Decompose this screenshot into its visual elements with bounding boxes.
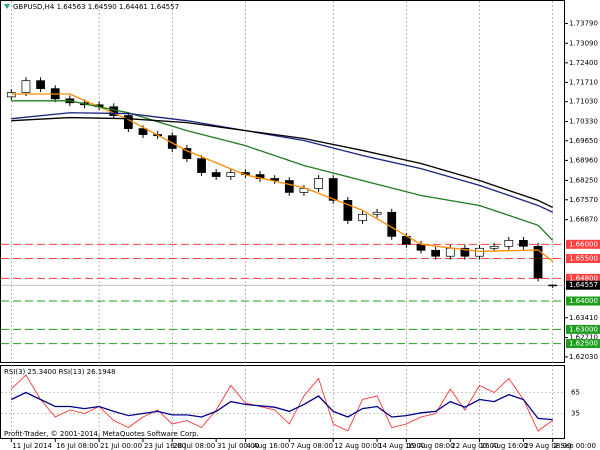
- candle-body: [489, 245, 499, 249]
- y-tick-label: 1.67570: [569, 196, 598, 204]
- x-tick-label: 21 Jul 00:00: [100, 442, 142, 450]
- y-tick-label: 65: [571, 389, 580, 397]
- candle-body: [460, 247, 470, 257]
- symbol-icon: [4, 4, 10, 9]
- candle-body: [548, 284, 558, 287]
- level-label-box: [566, 239, 600, 249]
- x-tick-label: 2 Sep 00:00: [554, 442, 596, 450]
- candle-body: [431, 249, 441, 257]
- y-tick-label: 1.62030: [569, 353, 598, 361]
- level-label: 1.65500: [569, 254, 598, 262]
- candle-body: [138, 128, 148, 135]
- indicator-title: RSI(3) 25.3400 RSI(13) 26.1948: [4, 368, 116, 376]
- candle-body: [284, 180, 294, 193]
- x-tick-label: 19 Aug 08:00: [407, 442, 454, 450]
- rsi-line: [11, 391, 553, 421]
- candle-body: [123, 115, 133, 129]
- moving-average: [11, 100, 554, 241]
- level-label-box: [566, 324, 600, 334]
- candle-body: [197, 158, 206, 173]
- current-price-label: 1.64557: [569, 281, 598, 289]
- y-tick-label: 1.73090: [569, 39, 598, 47]
- x-tick-label: 28 Jul 08:00: [173, 442, 215, 450]
- level-label: 1.66000: [569, 240, 598, 248]
- level-label-box: [566, 273, 600, 283]
- level-label-box: [566, 253, 600, 263]
- candle-body: [387, 211, 397, 237]
- candle-body: [475, 247, 484, 257]
- x-tick-label: 11 Jul 2014: [12, 442, 52, 450]
- y-tick-label: 1.68250: [569, 177, 598, 185]
- main-pane: [0, 0, 565, 363]
- y-tick-label: 1.63410: [569, 314, 598, 322]
- moving-average: [11, 93, 554, 262]
- y-tick-label: 1.68960: [569, 156, 598, 164]
- y-tick-label: 1.62710: [569, 334, 598, 342]
- y-tick-label: 1.72400: [569, 59, 598, 67]
- y-tick-label: 1.73790: [569, 19, 598, 27]
- candle-body: [182, 148, 192, 160]
- moving-average: [11, 116, 553, 209]
- candle-body: [328, 178, 338, 201]
- x-tick-label: 29 Aug 08:00: [524, 442, 571, 450]
- y-tick-label: 1.66870: [569, 216, 598, 224]
- y-tick-label: 1.71030: [569, 98, 598, 106]
- candle-body: [519, 239, 528, 247]
- level-label: 1.62500: [569, 340, 598, 348]
- candle-body: [226, 172, 236, 177]
- candle-body: [211, 172, 221, 177]
- candle-body: [504, 239, 514, 247]
- candle-body: [533, 245, 543, 279]
- level-label: 1.64800: [569, 274, 598, 282]
- candle-body: [358, 213, 367, 221]
- level-label: 1.64000: [569, 297, 598, 305]
- x-tick-label: 12 Aug 00:00: [334, 442, 381, 450]
- x-tick-label: 22 Aug 00:00: [451, 442, 498, 450]
- footer: Profit-Trader, © 2001-2014, MetaQuotes S…: [4, 430, 199, 438]
- candle-body: [21, 80, 31, 93]
- candle-body: [343, 200, 353, 221]
- x-tick-label: 31 Jul 00:00: [217, 442, 259, 450]
- y-tick-label: 1.71710: [569, 78, 598, 86]
- candle-body: [445, 247, 455, 257]
- y-tick-label: 35: [571, 410, 580, 418]
- level-label-box: [566, 339, 600, 349]
- candle-body: [167, 135, 177, 149]
- candle-body: [36, 80, 45, 89]
- level-label-box: [566, 296, 600, 306]
- x-tick-label: 23 Jul 16:00: [144, 442, 186, 450]
- x-tick-label: 7 Aug 08:00: [290, 442, 333, 450]
- candle-body: [270, 178, 280, 181]
- indicator-pane: [0, 365, 565, 439]
- x-tick-label: 26 Aug 16:00: [481, 442, 528, 450]
- moving-average: [11, 112, 553, 213]
- x-tick-label: 4 Aug 16:00: [246, 442, 289, 450]
- level-label: 1.63000: [569, 325, 598, 333]
- x-tick-label: 16 Jul 08:00: [56, 442, 98, 450]
- candle-body: [372, 211, 382, 215]
- y-tick-label: 1.70330: [569, 118, 598, 126]
- y-tick-label: 1.69650: [569, 137, 598, 145]
- candle-body: [6, 92, 16, 98]
- x-tick-label: 14 Aug 16:00: [378, 442, 425, 450]
- candle-body: [299, 188, 309, 193]
- chart-title: GBPUSD,H4 1.64563 1.64590 1.64461 1.6455…: [13, 3, 179, 11]
- candle-body: [314, 178, 323, 189]
- current-price-box: [566, 280, 600, 290]
